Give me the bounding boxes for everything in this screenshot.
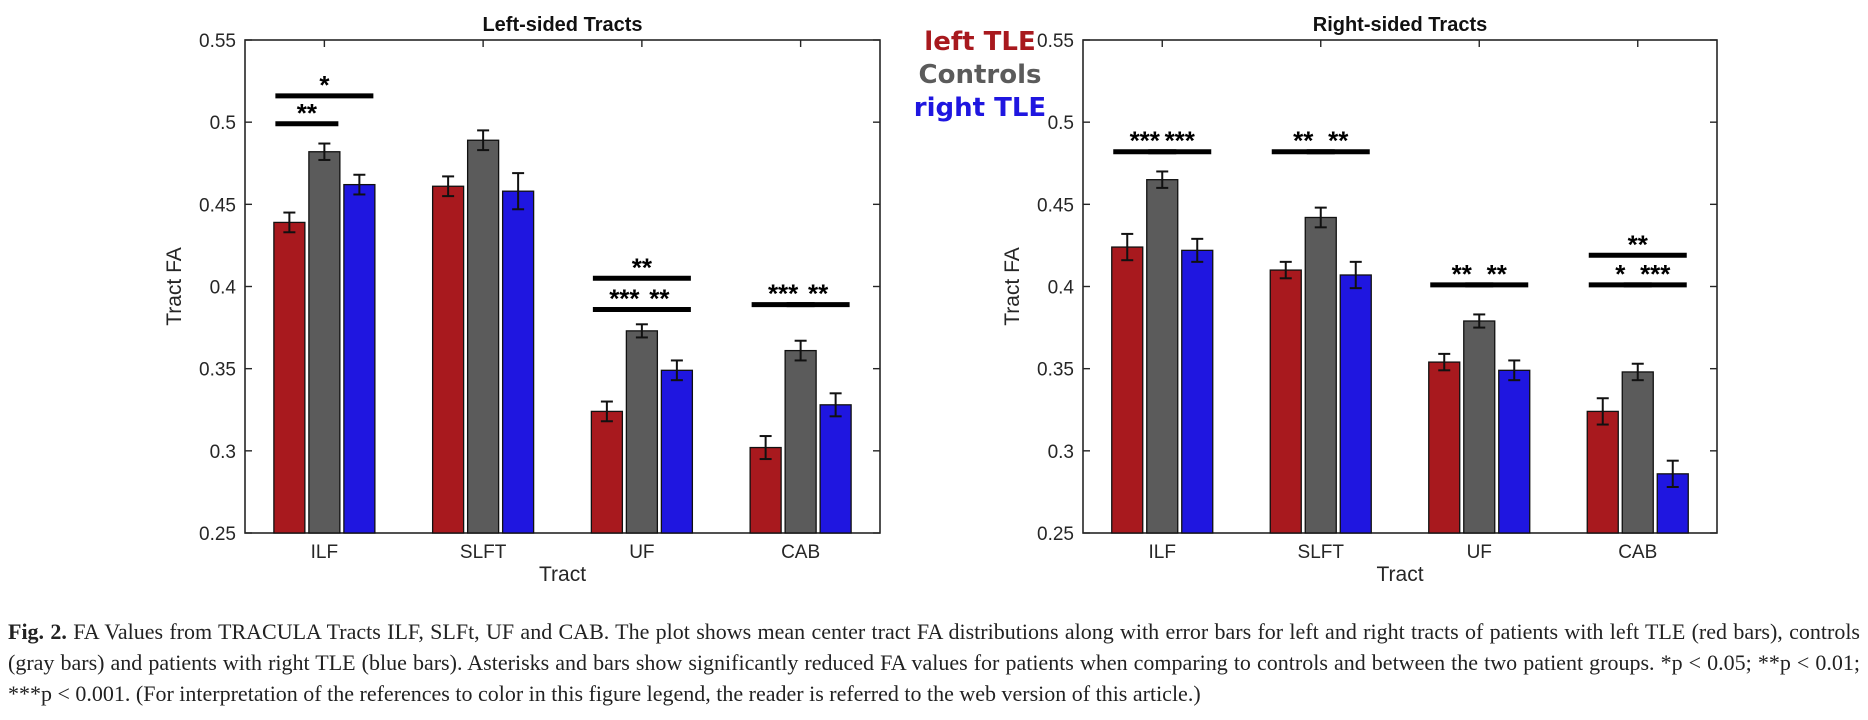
bar-right-tle [1339, 274, 1372, 534]
bar-controls [1463, 320, 1496, 534]
y-tick-label: 0.5 [210, 113, 236, 134]
bar-left-tle [1428, 361, 1461, 534]
bar-controls [1146, 179, 1179, 534]
caption-label: Fig. 2. [8, 619, 67, 644]
x-tick-label: SLFT [460, 542, 507, 563]
y-axis-label: Tract FA [163, 247, 186, 326]
bar-left-tle [1586, 410, 1619, 534]
legend: left TLE Controls right TLE [880, 26, 1080, 125]
x-tick-label: UF [629, 542, 654, 563]
significance-label: ** [1293, 126, 1314, 156]
y-tick-label: 0.4 [1048, 278, 1075, 299]
bar-right-tle [1181, 249, 1214, 534]
bar-left-tle [431, 185, 465, 534]
y-tick-label: 0.45 [199, 195, 236, 216]
bar-right-tle [501, 190, 535, 534]
y-tick-label: 0.35 [199, 360, 236, 381]
x-tick-label: UF [1467, 542, 1492, 563]
x-tick-label: ILF [1149, 542, 1176, 563]
bar-right-tle [660, 369, 694, 534]
y-tick-label: 0.35 [1037, 360, 1074, 381]
bar-left-tle [749, 446, 782, 534]
bar-left-tle [590, 410, 624, 534]
legend-entry-right-tle: right TLE [913, 93, 1047, 123]
bar-controls [784, 349, 817, 534]
significance-label: *** [1165, 126, 1196, 156]
y-tick-label: 0.55 [199, 31, 236, 52]
y-tick-label: 0.55 [1037, 31, 1074, 52]
y-tick-label: 0.25 [1037, 524, 1074, 545]
legend-entry-controls: Controls [918, 60, 1042, 90]
x-axis-label: Tract [539, 563, 586, 586]
legend-entry-left-tle: left TLE [924, 27, 1036, 57]
chart-title: Left-sided Tracts [482, 14, 642, 36]
chart-title: Right-sided Tracts [1313, 14, 1487, 36]
significance-label: * [319, 70, 330, 100]
x-tick-label: SLFT [1298, 542, 1345, 563]
significance-label: ** [1628, 229, 1649, 259]
x-tick-label: ILF [311, 542, 338, 563]
significance-label: ** [808, 279, 829, 309]
bar-controls [1304, 216, 1337, 534]
y-tick-label: 0.3 [1048, 442, 1074, 463]
bar-left-tle [1269, 269, 1302, 534]
x-tick-label: CAB [1618, 542, 1657, 563]
y-tick-label: 0.45 [1037, 195, 1074, 216]
bar-controls [466, 139, 500, 534]
y-axis-label: Tract FA [1001, 247, 1024, 326]
significance-label: * [1615, 259, 1626, 289]
y-tick-label: 0.5 [1048, 113, 1074, 134]
significance-label: ** [297, 98, 318, 128]
bar-left-tle [1111, 246, 1144, 534]
significance-label: ** [1328, 126, 1349, 156]
bar-right-tle [1498, 369, 1531, 534]
bar-controls [308, 151, 341, 534]
significance-label: ** [1452, 259, 1473, 289]
bar-controls [1621, 371, 1654, 534]
significance-label: *** [1640, 259, 1671, 289]
bar-left-tle [273, 221, 306, 534]
bar-controls [625, 330, 659, 534]
significance-label: ** [632, 252, 653, 282]
bar-right-tle [819, 404, 852, 534]
figure-caption: Fig. 2. FA Values from TRACULA Tracts IL… [8, 616, 1860, 709]
x-axis-label: Tract [1376, 563, 1423, 586]
y-tick-label: 0.4 [210, 278, 237, 299]
x-tick-label: CAB [781, 542, 820, 563]
significance-label: ** [649, 284, 670, 314]
bar-right-tle [343, 183, 376, 534]
significance-label: ** [1487, 259, 1508, 289]
y-tick-label: 0.3 [210, 442, 236, 463]
caption-text: FA Values from TRACULA Tracts ILF, SLFt,… [8, 619, 1860, 706]
y-tick-label: 0.25 [199, 524, 236, 545]
